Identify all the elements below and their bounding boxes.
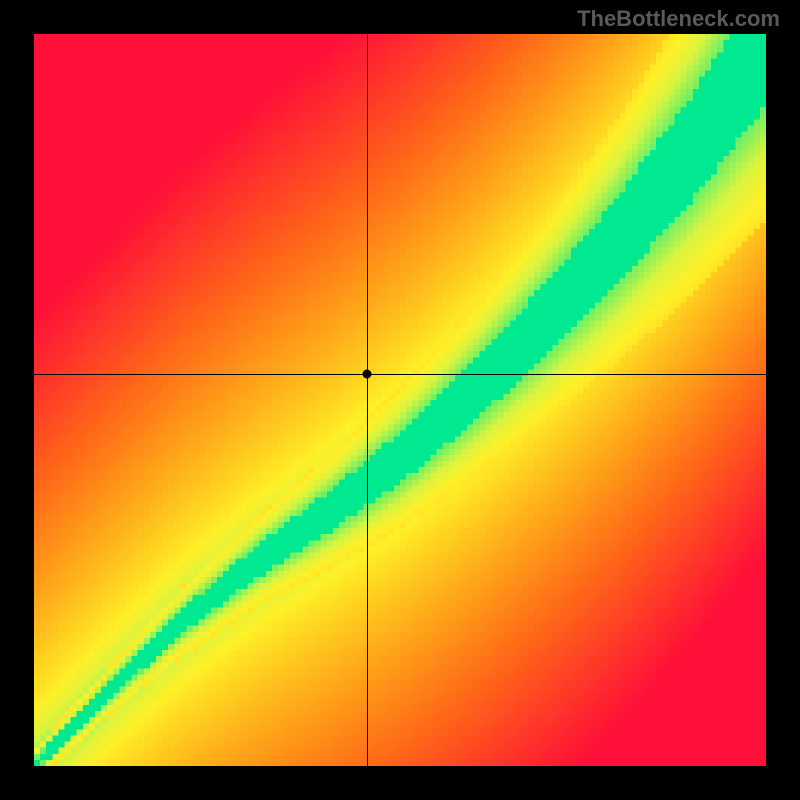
heatmap-canvas xyxy=(34,34,766,766)
crosshair-vertical xyxy=(367,34,368,766)
watermark-text: TheBottleneck.com xyxy=(577,6,780,32)
chart-container: TheBottleneck.com xyxy=(0,0,800,800)
crosshair-horizontal xyxy=(34,374,766,375)
plot-area xyxy=(34,34,766,766)
data-point-marker xyxy=(363,370,372,379)
